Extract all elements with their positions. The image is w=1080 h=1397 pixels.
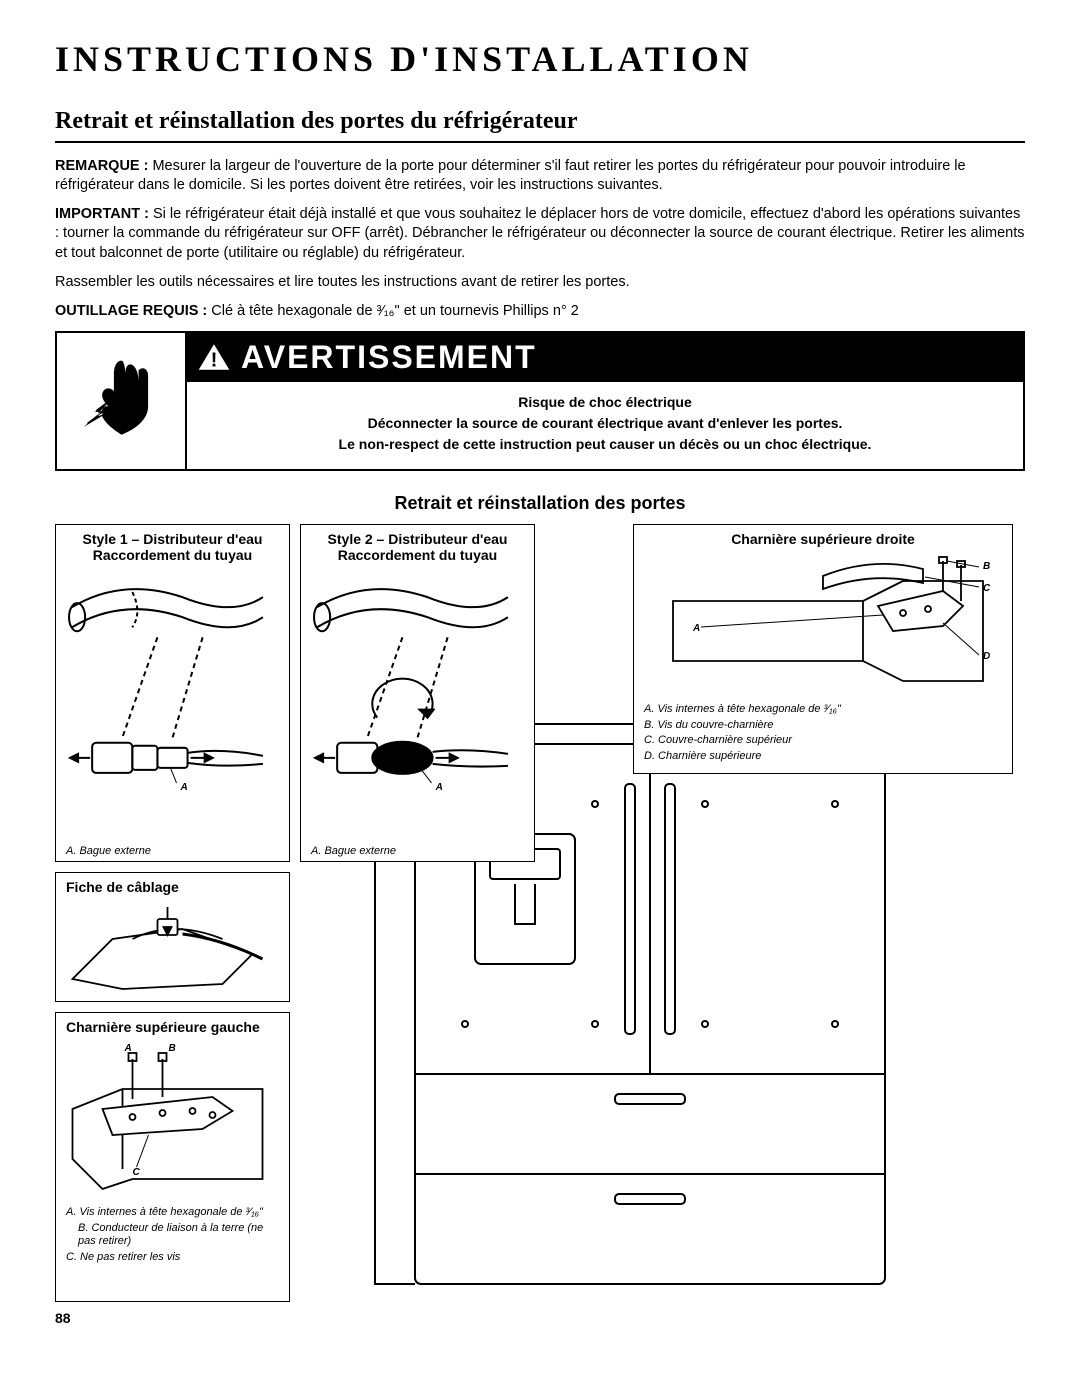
style2-svg: A xyxy=(307,567,528,838)
hinge-right-cap-b: B. Vis du couvre-charnière xyxy=(644,719,1002,733)
diagram-style2: Style 2 – Distributeur d'eau Raccordemen… xyxy=(300,524,535,862)
svg-text:!: ! xyxy=(211,350,218,372)
svg-text:C: C xyxy=(133,1167,141,1178)
hinge-left-title: Charnière supérieure gauche xyxy=(66,1019,283,1035)
hinge-left-cap-a: A. Vis internes à tête hexagonale de ³⁄₁… xyxy=(66,1206,279,1220)
warning-risk: Risque de choc électrique xyxy=(201,392,1009,413)
diagram-style1: Style 1 – Distributeur d'eau Raccordemen… xyxy=(55,524,290,862)
svg-text:A: A xyxy=(124,1043,132,1054)
fiche-svg xyxy=(62,899,283,994)
svg-text:B: B xyxy=(169,1043,176,1054)
warning-box: ! AVERTISSEMENT Risque de choc électriqu… xyxy=(55,331,1025,471)
divider xyxy=(55,141,1025,143)
warning-triangle-icon: ! xyxy=(197,342,231,372)
remarque-text: Mesurer la largeur de l'ouverture de la … xyxy=(55,158,966,193)
remarque-label: REMARQUE : xyxy=(55,158,148,174)
important-label: IMPORTANT : xyxy=(55,206,149,222)
hinge-right-title: Charnière supérieure droite xyxy=(640,531,1006,547)
hinge-left-cap-b: B. Conducteur de liaison à la terre (ne … xyxy=(66,1222,279,1250)
hinge-right-svg: A B C D xyxy=(640,551,1006,696)
svg-text:D: D xyxy=(983,651,990,662)
hinge-left-cap-c: C. Ne pas retirer les vis xyxy=(66,1251,279,1265)
diagram-fiche: Fiche de câblage xyxy=(55,872,290,1002)
warning-line1: Déconnecter la source de courant électri… xyxy=(201,413,1009,434)
svg-text:C: C xyxy=(983,583,991,594)
warning-banner-text: AVERTISSEMENT xyxy=(241,339,537,376)
diagrams-area: Style 1 – Distributeur d'eau Raccordemen… xyxy=(55,524,1025,1304)
hinge-right-cap-c: C. Couvre-charnière supérieur xyxy=(644,734,1002,748)
svg-text:B: B xyxy=(983,561,990,572)
warning-line2: Le non-respect de cette instruction peut… xyxy=(201,434,1009,455)
section-heading: Retrait et réinstallation des portes xyxy=(55,493,1025,514)
diagram-hinge-left: Charnière supérieure gauche A xyxy=(55,1012,290,1302)
page-number: 88 xyxy=(55,1310,71,1326)
warning-body: Risque de choc électrique Déconnecter la… xyxy=(187,382,1023,469)
section-subtitle: Retrait et réinstallation des portes du … xyxy=(55,108,1025,135)
style1-title: Style 1 – Distributeur d'eau Raccordemen… xyxy=(62,531,283,563)
style2-caption: A. Bague externe xyxy=(311,845,524,859)
paragraph-remarque: REMARQUE : Mesurer la largeur de l'ouver… xyxy=(55,157,1025,195)
paragraph-important: IMPORTANT : Si le réfrigérateur était dé… xyxy=(55,205,1025,262)
hinge-right-cap-a: A. Vis internes à tête hexagonale de ³⁄₁… xyxy=(644,703,1002,717)
svg-text:A: A xyxy=(692,623,700,634)
svg-text:A: A xyxy=(435,782,443,793)
shock-hand-icon xyxy=(57,333,187,469)
paragraph-tools: OUTILLAGE REQUIS : Clé à tête hexagonale… xyxy=(55,302,1025,321)
tools-label: OUTILLAGE REQUIS : xyxy=(55,303,207,319)
page-title: INSTRUCTIONS D'INSTALLATION xyxy=(55,38,1025,80)
style1-caption: A. Bague externe xyxy=(66,845,279,859)
hinge-right-cap-d: D. Charnière supérieure xyxy=(644,750,1002,764)
svg-text:A: A xyxy=(180,782,188,793)
warning-banner: ! AVERTISSEMENT xyxy=(187,333,1023,382)
fiche-title: Fiche de câblage xyxy=(66,879,283,895)
style2-title: Style 2 – Distributeur d'eau Raccordemen… xyxy=(307,531,528,563)
diagram-hinge-right: Charnière supérieure droite xyxy=(633,524,1013,774)
paragraph-assemble: Rassembler les outils nécessaires et lir… xyxy=(55,273,1025,292)
important-text: Si le réfrigérateur était déjà installé … xyxy=(55,206,1025,260)
hinge-left-svg: A B C xyxy=(62,1039,283,1199)
style1-svg: A xyxy=(62,567,283,838)
tools-text: Clé à tête hexagonale de ³⁄₁₆" et un tou… xyxy=(207,303,579,319)
